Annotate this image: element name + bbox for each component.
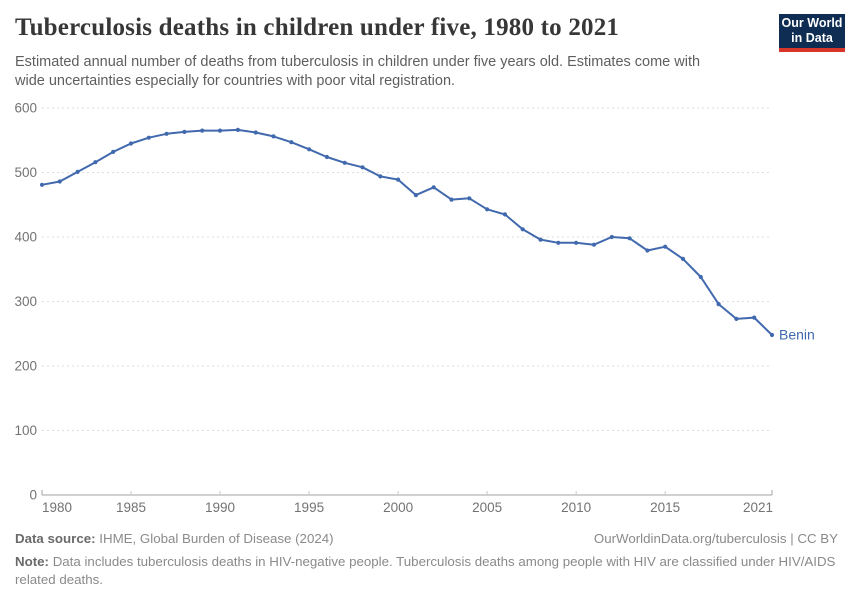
owid-logo-line2: in Data: [791, 31, 833, 45]
x-axis-tick-label: 2015: [650, 500, 680, 515]
data-point[interactable]: [431, 185, 436, 190]
owid-logo-text: Our World in Data: [779, 14, 845, 48]
data-point[interactable]: [574, 240, 579, 245]
data-point[interactable]: [520, 227, 525, 232]
data-point[interactable]: [413, 193, 418, 198]
trend-line[interactable]: [41, 128, 773, 336]
data-point[interactable]: [235, 127, 240, 132]
data-point[interactable]: [485, 207, 490, 212]
x-axis-tick-label: 1985: [116, 500, 146, 515]
y-axis-tick-label: 200: [14, 359, 37, 374]
x-axis-tick-label: 1990: [205, 500, 235, 515]
owid-link[interactable]: OurWorldinData.org/tuberculosis | CC BY: [593, 531, 838, 546]
data-point[interactable]: [734, 316, 739, 321]
data-point[interactable]: [200, 128, 205, 133]
data-point[interactable]: [716, 302, 721, 307]
footer-note: Note: Data includes tuberculosis deaths …: [15, 553, 850, 588]
data-point[interactable]: [271, 134, 276, 139]
data-point[interactable]: [502, 212, 507, 217]
x-axis-tick-label: 2010: [561, 500, 591, 515]
x-axis-tick-label: 2021: [743, 500, 773, 515]
note-text: Data includes tuberculosis deaths in HIV…: [15, 554, 836, 587]
y-axis-tick-label: 400: [14, 230, 37, 245]
data-point[interactable]: [360, 165, 365, 170]
y-axis-tick-label: 0: [29, 488, 37, 503]
data-point[interactable]: [769, 332, 775, 338]
line-chart[interactable]: 0 100 200 300 400 500 600 1980 1985 1990 1995 2000 2…: [0, 0, 850, 528]
data-point[interactable]: [253, 130, 258, 135]
data-point[interactable]: [111, 149, 116, 154]
data-point[interactable]: [217, 128, 223, 133]
data-point[interactable]: [93, 160, 98, 165]
x-axis-tick-label: 1995: [294, 500, 324, 515]
data-point[interactable]: [289, 140, 294, 145]
data-point[interactable]: [75, 169, 80, 174]
footer-source-row: Data source: IHME, Global Burden of Dise…: [15, 531, 838, 546]
y-axis-tick-label: 300: [14, 294, 37, 309]
owid-logo[interactable]: Our World in Data: [779, 14, 845, 52]
data-point[interactable]: [591, 242, 597, 247]
data-point[interactable]: [752, 315, 757, 320]
data-point[interactable]: [182, 129, 187, 134]
data-point[interactable]: [698, 274, 703, 280]
x-axis-tick-label: 2000: [383, 500, 413, 515]
data-point[interactable]: [467, 196, 472, 201]
data-source-label: Data source:: [15, 531, 96, 546]
page-title: Tuberculosis deaths in children under fi…: [15, 14, 620, 41]
data-point[interactable]: [609, 234, 614, 240]
data-source: Data source: IHME, Global Burden of Dise…: [15, 531, 334, 546]
data-point[interactable]: [645, 248, 650, 253]
data-point[interactable]: [164, 131, 169, 136]
y-axis-tick-label: 100: [14, 423, 37, 438]
data-point[interactable]: [538, 237, 543, 242]
x-axis-tick-label: 1980: [42, 500, 72, 515]
data-point[interactable]: [680, 256, 686, 261]
chart-subtitle: Estimated annual number of deaths from t…: [15, 54, 701, 89]
data-point[interactable]: [57, 179, 62, 184]
data-point[interactable]: [627, 236, 632, 241]
data-point[interactable]: [39, 182, 45, 187]
note-label: Note:: [15, 554, 49, 569]
x-axis-tick-label: 2005: [472, 500, 502, 515]
data-point[interactable]: [663, 244, 668, 249]
data-source-text: IHME, Global Burden of Disease (2024): [99, 531, 334, 546]
data-point[interactable]: [449, 197, 454, 202]
data-point[interactable]: [342, 160, 347, 165]
owid-logo-line1: Our World: [781, 16, 843, 30]
data-point[interactable]: [396, 177, 401, 182]
owid-logo-redbar: [779, 48, 845, 52]
y-axis-tick-label: 500: [14, 165, 37, 180]
data-point[interactable]: [128, 141, 134, 146]
entity-label[interactable]: Benin: [779, 327, 815, 343]
data-point[interactable]: [146, 135, 151, 140]
data-point[interactable]: [307, 147, 312, 152]
y-axis-tick-label: 600: [14, 101, 37, 116]
data-point[interactable]: [324, 154, 329, 160]
data-point[interactable]: [556, 240, 561, 245]
data-point[interactable]: [378, 174, 383, 179]
